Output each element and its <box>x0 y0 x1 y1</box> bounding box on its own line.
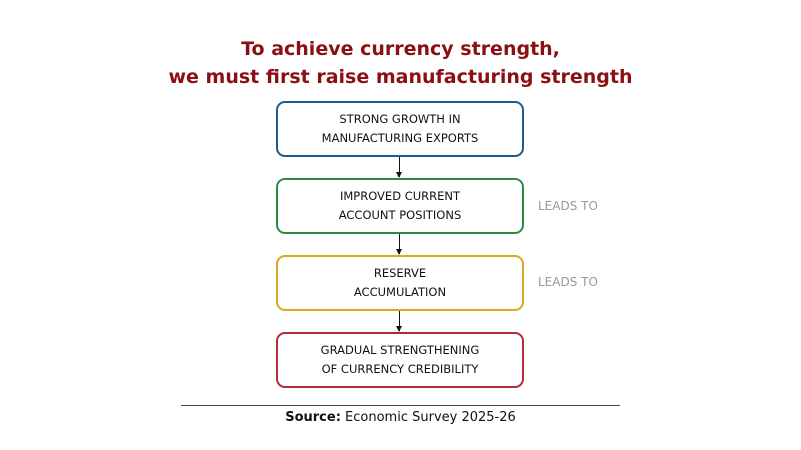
title-line-2: we must first raise manufacturing streng… <box>168 66 633 88</box>
arrow-down <box>396 157 402 178</box>
divider <box>181 405 620 406</box>
step-text: MANUFACTURING EXPORTS <box>321 131 479 145</box>
step-text: ACCUMULATION <box>353 285 447 299</box>
step-text: IMPROVED CURRENT <box>339 189 461 203</box>
step-box-currency-credibility: GRADUAL STRENGTHENING OF CURRENCY CREDIBI… <box>276 332 524 388</box>
step-text: RESERVE <box>373 266 427 280</box>
source-label: Source: <box>285 410 341 425</box>
step-text: STRONG GROWTH IN <box>339 112 461 126</box>
source-note: Source: Economic Survey 2025-26 <box>0 410 801 425</box>
diagram-title: To achieve currency strength, we must fi… <box>0 35 801 91</box>
arrow-down <box>396 311 402 332</box>
arrow-down <box>396 234 402 255</box>
leads-to-label: LEADS TO <box>538 275 598 289</box>
leads-to-label: LEADS TO <box>538 199 598 213</box>
step-box-manufacturing-exports: STRONG GROWTH IN MANUFACTURING EXPORTS <box>276 101 524 157</box>
step-box-reserve-accumulation: RESERVE ACCUMULATION <box>276 255 524 311</box>
source-text: Economic Survey 2025-26 <box>340 410 516 425</box>
title-line-1: To achieve currency strength, <box>241 38 560 60</box>
step-text: GRADUAL STRENGTHENING <box>320 343 480 357</box>
step-box-current-account: IMPROVED CURRENT ACCOUNT POSITIONS <box>276 178 524 234</box>
step-text: OF CURRENCY CREDIBILITY <box>321 362 479 376</box>
step-text: ACCOUNT POSITIONS <box>338 208 462 222</box>
